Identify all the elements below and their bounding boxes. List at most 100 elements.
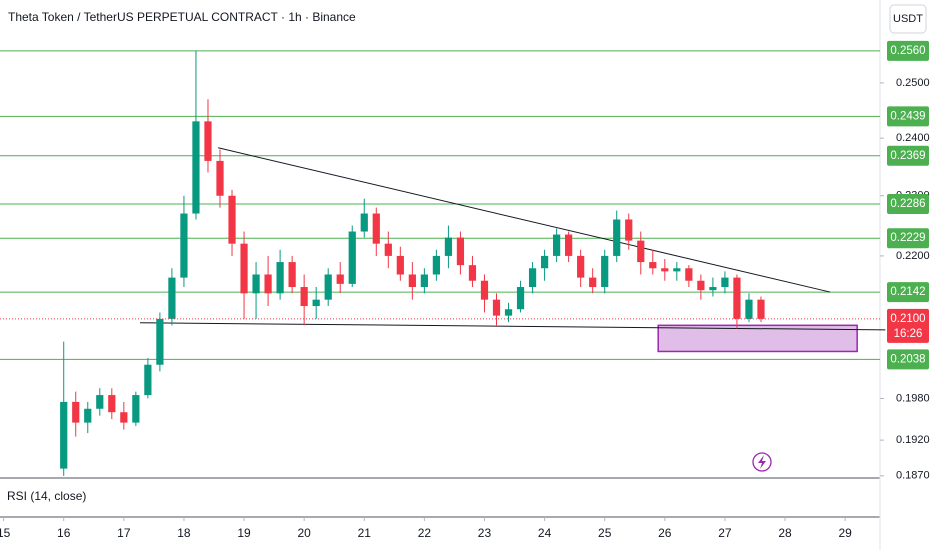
x-tick-label: 28 [778, 526, 792, 540]
level-label: 0.2369 [890, 150, 925, 162]
alert-bolt [758, 455, 766, 469]
candle-body [492, 299, 501, 316]
x-tick-label: 25 [598, 526, 612, 540]
candle-body [540, 255, 549, 269]
candle-body [444, 237, 453, 256]
candle-body [204, 121, 212, 161]
level-label: 0.2286 [890, 198, 925, 210]
last-price-badge [887, 308, 929, 343]
y-tick-label: 0.2200 [896, 250, 930, 262]
x-tick-label: 19 [237, 526, 251, 540]
candle-body [733, 277, 741, 319]
chart-title: Theta Token / TetherUS PERPETUAL CONTRAC… [8, 10, 356, 24]
candle-body [372, 213, 380, 244]
y-tick-label: 0.1980 [896, 392, 930, 404]
candle-body [72, 401, 80, 423]
y-tick-label: 0.1920 [896, 434, 930, 446]
candle-body [132, 395, 140, 423]
candle-body [300, 287, 308, 307]
candle-body [120, 412, 128, 423]
candle-body [468, 265, 477, 281]
candle-body [360, 213, 368, 232]
candle-body [108, 395, 116, 413]
candle-body [613, 219, 621, 256]
x-tick-label: 18 [177, 526, 191, 540]
level-label: 0.2038 [890, 353, 925, 365]
candle-body [420, 274, 428, 288]
y-tick-label: 0.1870 [896, 470, 930, 482]
candle-body [745, 299, 753, 319]
candle-body [553, 234, 561, 256]
x-tick-label: 15 [0, 526, 11, 540]
x-tick-label: 20 [297, 526, 311, 540]
level-badge [887, 228, 929, 249]
candle-body [565, 234, 573, 256]
candle-body [180, 213, 188, 278]
candle-body [384, 243, 392, 256]
candle-body [577, 255, 585, 278]
candle-body [288, 262, 296, 288]
candle-body [348, 231, 356, 284]
candle-body [721, 277, 729, 288]
candle-body [216, 160, 224, 196]
candle-body [60, 401, 68, 469]
candle-body [649, 262, 657, 269]
candle-body [396, 255, 404, 275]
candle-body [673, 268, 681, 272]
currency-button[interactable] [889, 4, 927, 34]
level-badge [887, 282, 929, 303]
candle-body [408, 274, 416, 288]
x-tick-label: 16 [57, 526, 71, 540]
last-price-label: 0.2100 [890, 313, 925, 325]
candle-body [276, 262, 284, 294]
y-tick-label: 0.2500 [896, 77, 930, 89]
candle-body [84, 408, 92, 423]
candle-body [504, 309, 513, 316]
candle-body [192, 121, 200, 214]
x-tick-label: 26 [658, 526, 672, 540]
level-badge [887, 145, 929, 166]
candle-body [661, 268, 669, 272]
candle-body [240, 243, 248, 294]
candle-body [228, 195, 236, 244]
candle-body [516, 287, 525, 310]
candle-body [156, 318, 164, 365]
level-label: 0.2439 [890, 110, 925, 122]
candle-body [685, 268, 693, 281]
level-badge [887, 106, 929, 127]
candle-body [709, 287, 717, 291]
candle-body [528, 268, 537, 288]
x-tick-label: 24 [538, 526, 552, 540]
level-label: 0.2560 [890, 45, 925, 57]
x-tick-label: 17 [117, 526, 131, 540]
candle-body [625, 219, 633, 241]
candle-body [96, 395, 104, 409]
level-badge [887, 194, 929, 215]
currency-label[interactable]: USDT [893, 13, 923, 25]
candle-body [697, 280, 705, 291]
trendline [218, 147, 831, 293]
candle-body [601, 255, 609, 288]
candle-body [757, 299, 765, 319]
x-tick-label: 22 [418, 526, 432, 540]
indicator-label: RSI (14, close) [7, 489, 86, 503]
candle-body [168, 277, 176, 319]
candle-body [456, 237, 465, 266]
candle-body [312, 299, 320, 307]
x-tick-label: 29 [838, 526, 852, 540]
x-tick-label: 27 [718, 526, 732, 540]
countdown-label: 16:26 [894, 328, 923, 340]
candle-body [336, 274, 344, 284]
candle-body [480, 280, 489, 300]
candle-body [324, 274, 332, 300]
candle-body [637, 240, 645, 263]
y-tick-label: 0.2400 [896, 132, 930, 144]
level-badge [887, 40, 929, 61]
trendline [140, 322, 886, 331]
candle-body [252, 274, 260, 294]
candle-body [144, 364, 152, 396]
level-badge [887, 349, 929, 370]
